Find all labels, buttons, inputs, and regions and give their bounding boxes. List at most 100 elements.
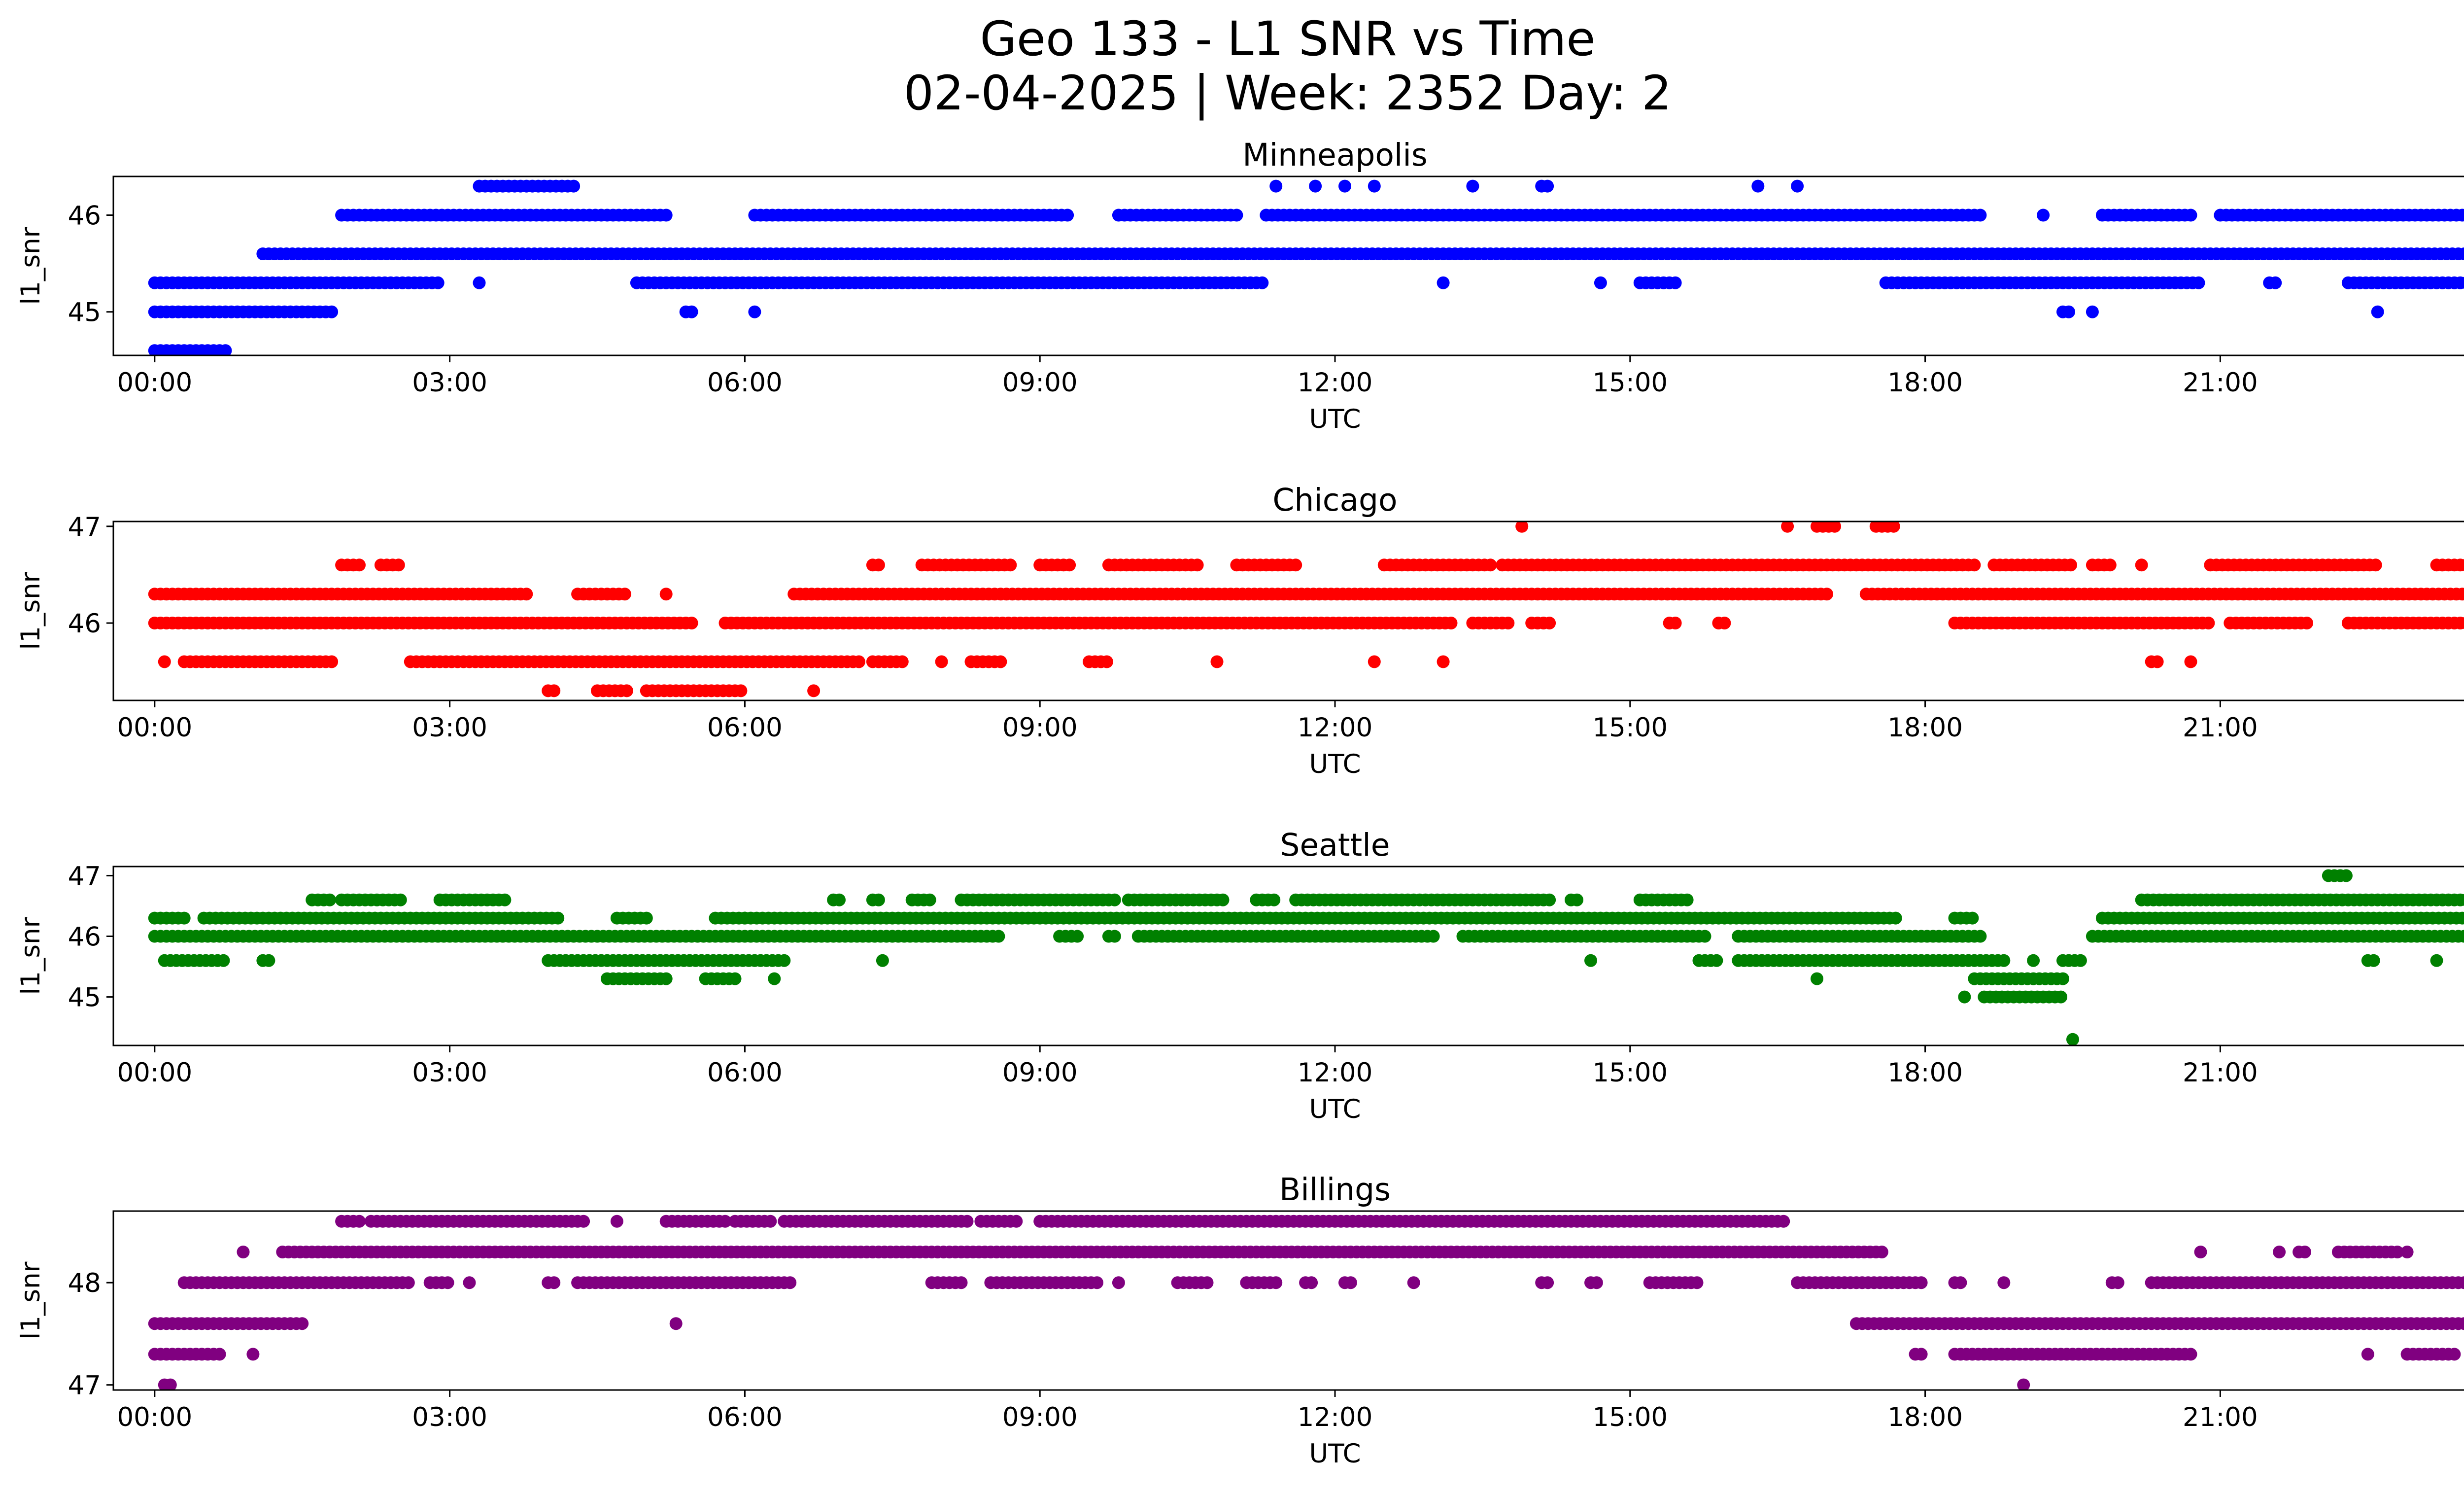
subplot-title: Chicago — [1272, 482, 1397, 518]
subplot-minneapolis: Minneapolis 00:00 03:00 06:00 09:00 12:00 15:0… — [16, 137, 2464, 434]
x-tick-label: 09:00 — [1002, 1402, 1078, 1432]
x-tick-label: 06:00 — [707, 1058, 783, 1088]
data-point — [1777, 1215, 1790, 1228]
data-point — [784, 1276, 797, 1289]
x-tick-label: 21:00 — [2183, 368, 2258, 398]
data-point — [768, 972, 781, 985]
x-axis-label: UTC — [1309, 1439, 1361, 1469]
data-point — [1997, 954, 2011, 967]
data-point — [1669, 617, 1682, 629]
data-point — [1437, 655, 1450, 668]
data-point — [520, 588, 533, 601]
data-point — [872, 558, 885, 572]
subplot-billings: Billings 00:00 03:00 06:00 09:00 12:00 15:00 18… — [16, 1172, 2464, 1469]
data-point — [213, 1348, 226, 1361]
data-point — [1515, 522, 1529, 533]
data-point — [325, 305, 339, 318]
data-point — [2202, 617, 2215, 629]
x-tick-label: 18:00 — [1887, 1058, 1963, 1088]
x-tick-label: 00:00 — [117, 1402, 192, 1432]
data-point — [2064, 558, 2077, 572]
data-point — [1698, 930, 1711, 943]
subplot-chicago: Chicago 00:00 03:00 06:00 09:00 12:00 15:00 18:… — [16, 482, 2464, 779]
data-point — [2460, 559, 2464, 571]
data-point — [1669, 276, 1682, 289]
data-point — [246, 1348, 260, 1361]
y-tick-label: 46 — [68, 922, 101, 952]
data-point — [728, 972, 742, 985]
data-point — [1680, 893, 1694, 906]
y-axis-label: l1_snr — [16, 1261, 46, 1339]
data-point — [1584, 954, 1597, 967]
data-point — [1427, 930, 1440, 943]
data-point — [2273, 1246, 2286, 1258]
data-point — [764, 1215, 777, 1228]
y-axis-label: l1_snr — [16, 572, 46, 650]
data-point — [353, 558, 366, 572]
data-point — [876, 954, 889, 967]
x-tick-label: 18:00 — [1887, 713, 1963, 743]
data-point — [1543, 617, 1556, 629]
data-point — [1791, 179, 1804, 193]
x-tick-label: 09:00 — [1002, 713, 1078, 743]
subplot-title: Minneapolis — [1242, 137, 1427, 173]
data-point — [1484, 558, 1497, 572]
data-point — [1112, 1276, 1125, 1289]
data-point — [618, 588, 631, 601]
data-point — [1338, 179, 1351, 193]
x-tick-label: 15:00 — [1592, 1402, 1668, 1432]
data-point — [2192, 276, 2205, 289]
data-point — [734, 684, 748, 697]
data-point — [1004, 558, 1017, 572]
data-point — [2184, 1348, 2197, 1361]
data-point — [923, 893, 936, 906]
data-point — [1875, 1246, 1888, 1258]
data-point — [640, 911, 653, 925]
data-point — [2367, 954, 2380, 967]
data-point — [2086, 305, 2099, 318]
data-point — [1309, 179, 1322, 193]
data-point — [2391, 1246, 2404, 1258]
data-point — [2456, 209, 2464, 222]
scatter-series — [148, 179, 2464, 355]
data-point — [2027, 954, 2040, 967]
data-point — [548, 684, 561, 697]
data-point — [392, 558, 405, 572]
x-tick-label: 06:00 — [707, 1402, 783, 1432]
data-point — [402, 1276, 415, 1289]
data-point — [1997, 1276, 2011, 1289]
x-tick-label: 09:00 — [1002, 1058, 1078, 1088]
data-point — [1210, 655, 1224, 668]
data-point — [1256, 276, 1269, 289]
x-tick-label: 12:00 — [1298, 368, 1373, 398]
data-point — [2456, 588, 2464, 601]
x-tick-label: 12:00 — [1298, 1058, 1373, 1088]
axes-frame — [112, 866, 2464, 1046]
data-point — [960, 1215, 974, 1228]
x-axis-label: UTC — [1309, 404, 1361, 434]
x-tick-label: 21:00 — [2183, 1058, 2258, 1088]
axes-frame — [112, 1210, 2464, 1391]
x-tick-label: 00:00 — [117, 713, 192, 743]
data-point — [2300, 617, 2313, 629]
axes-frame — [112, 175, 2464, 356]
data-point — [2458, 247, 2464, 260]
data-point — [1071, 930, 1084, 943]
data-point — [567, 179, 581, 193]
data-point — [935, 655, 948, 668]
data-point — [1966, 911, 1979, 925]
data-point — [610, 1215, 623, 1228]
y-tick-label: 45 — [68, 983, 101, 1013]
x-tick-label: 00:00 — [117, 1058, 192, 1088]
data-point — [1108, 893, 1121, 906]
data-point — [2194, 1246, 2207, 1258]
x-tick-label: 03:00 — [412, 1402, 487, 1432]
data-point — [2458, 1276, 2464, 1289]
data-point — [1063, 558, 1076, 572]
data-point — [1305, 1276, 1318, 1289]
x-tick-label: 21:00 — [2183, 713, 2258, 743]
data-point — [2074, 954, 2087, 967]
y-tick-label: 45 — [68, 298, 101, 328]
data-point — [807, 684, 821, 697]
y-tick-label: 47 — [68, 861, 101, 891]
